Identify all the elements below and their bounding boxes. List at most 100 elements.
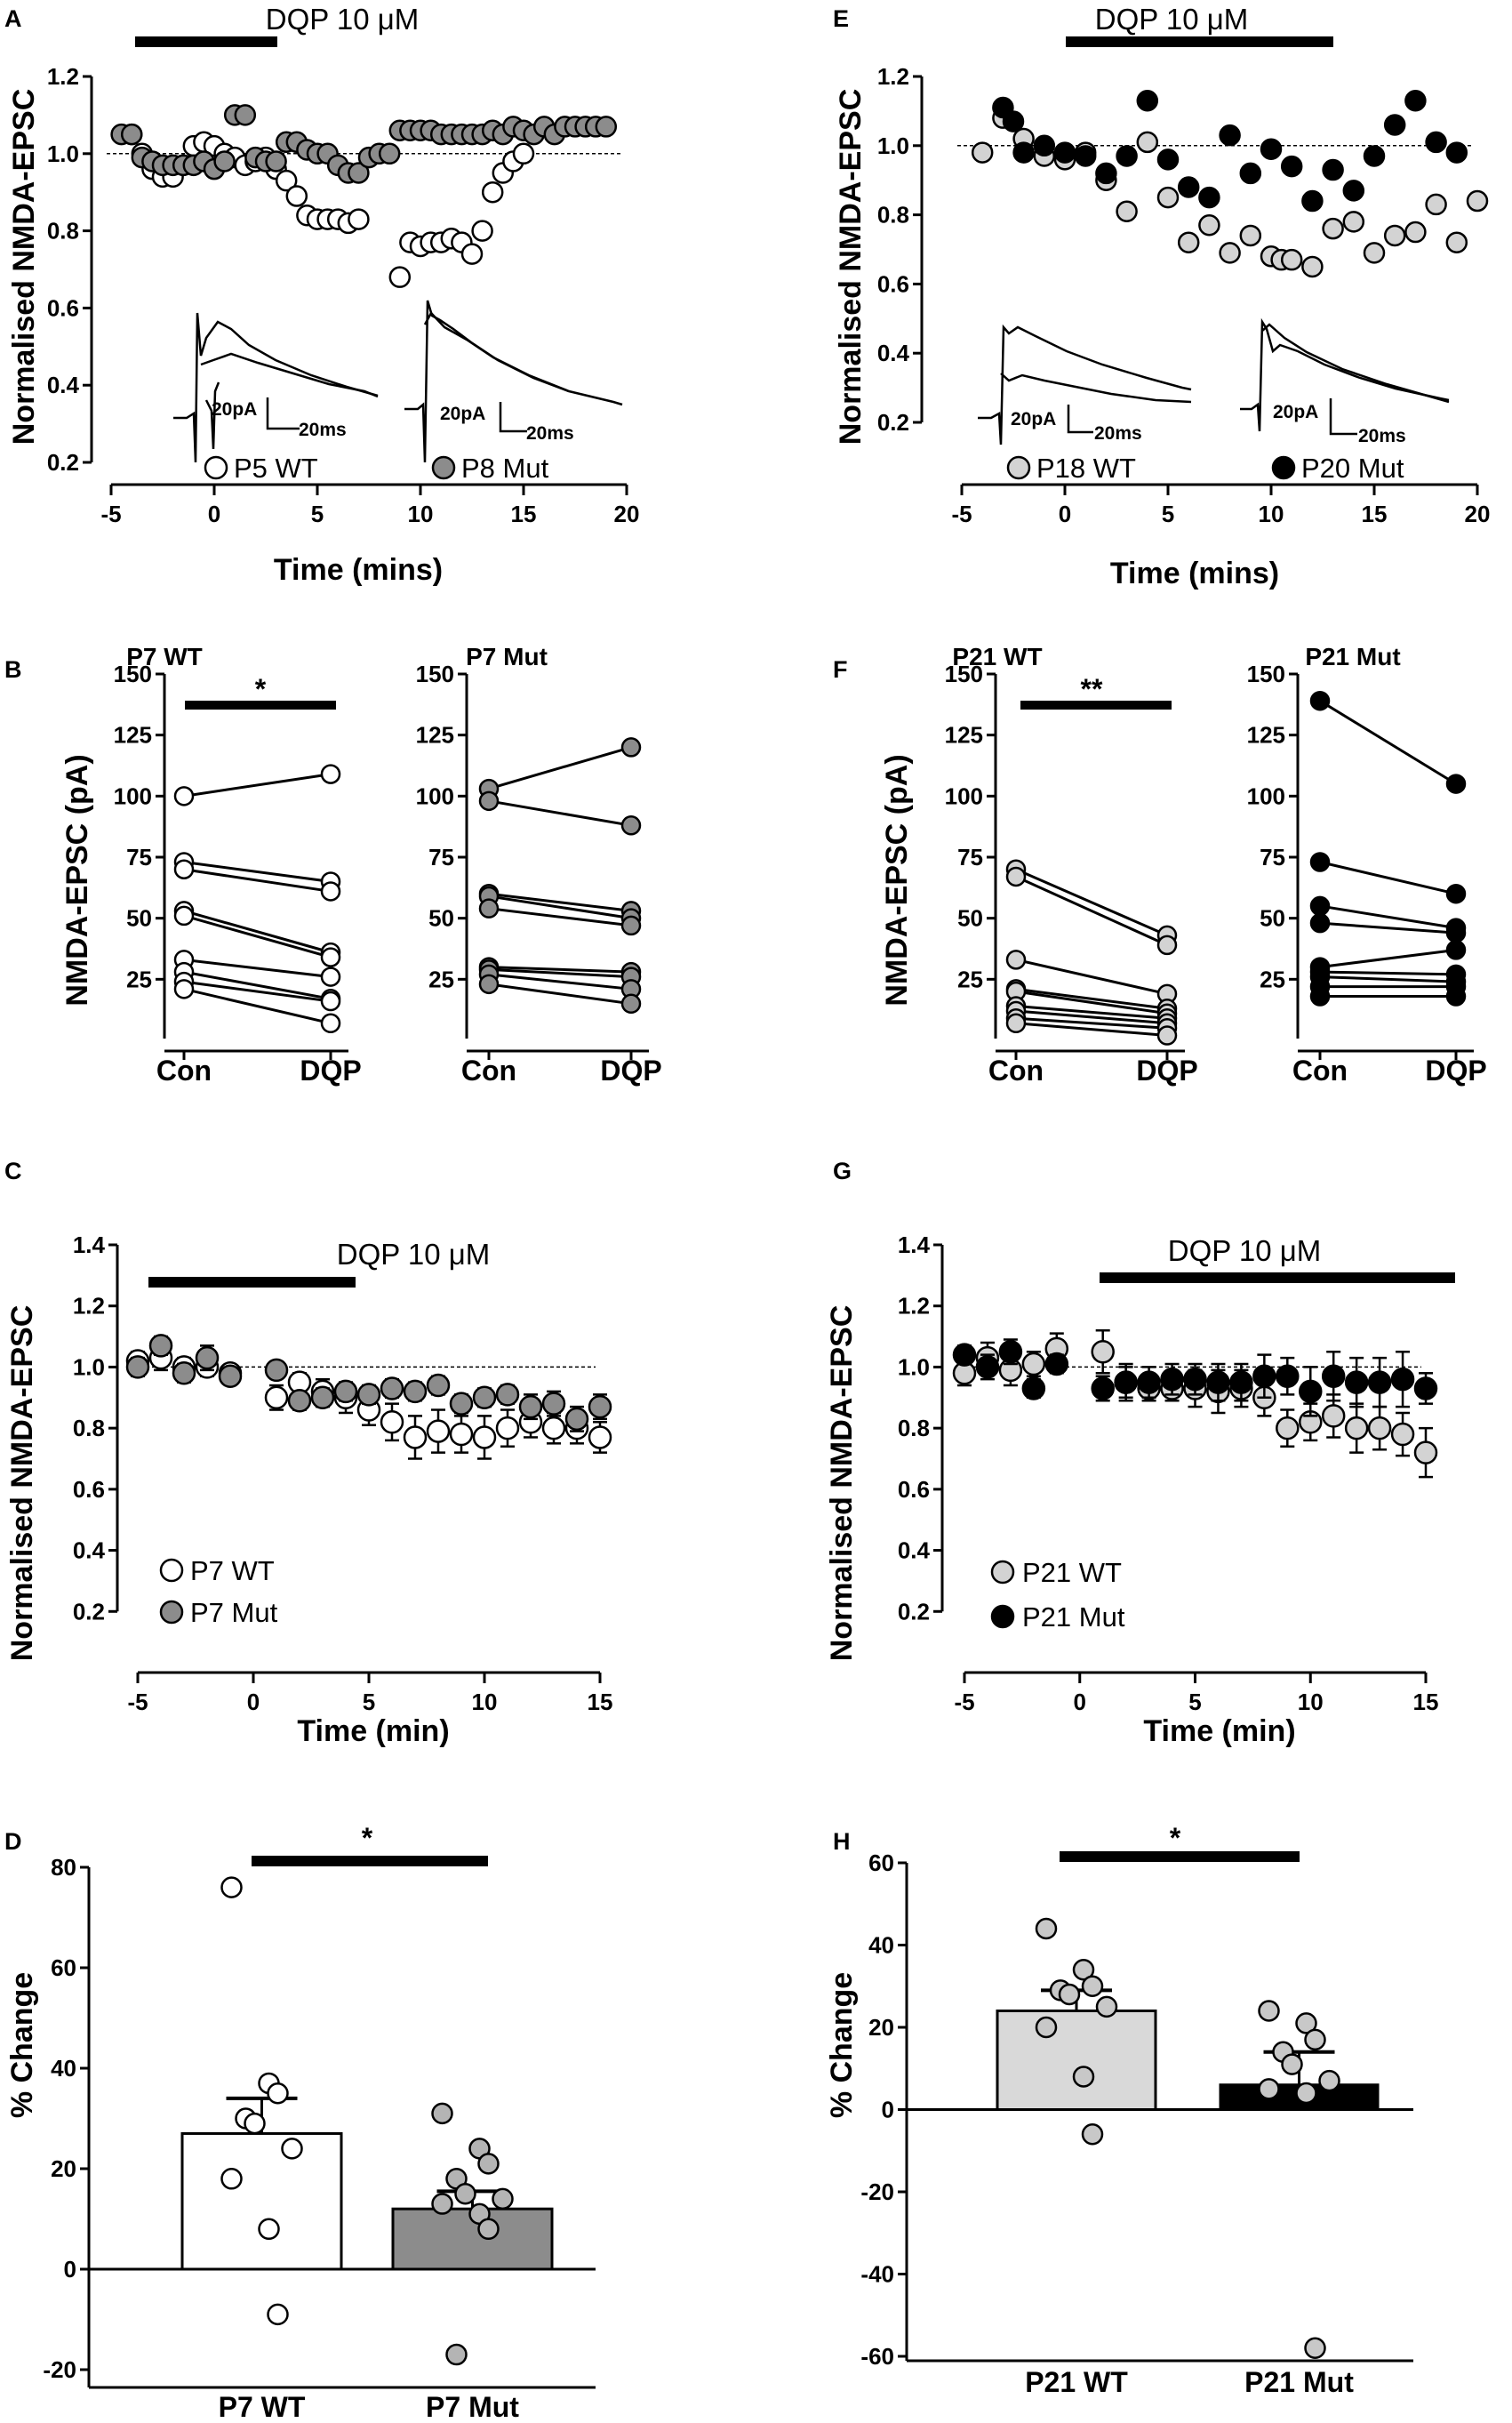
- f1-ytick-label: 150: [945, 661, 983, 687]
- f1-ytick-label: 25: [957, 966, 983, 992]
- e-point-wt: [1404, 221, 1427, 244]
- b1-pair-line: [183, 987, 332, 1025]
- c-point-mut: [264, 1358, 289, 1383]
- panel-label-c: C: [4, 1158, 22, 1184]
- a-point-wt: [275, 169, 298, 192]
- e-trace-wt: [978, 324, 1192, 445]
- g-point-mut: [952, 1343, 977, 1367]
- h-point: [1295, 2082, 1317, 2105]
- a-xlabel: Time (mins): [274, 553, 443, 587]
- d-point: [477, 2153, 500, 2175]
- e-legend-label-wt: P18 WT: [1036, 453, 1136, 484]
- b2-pair-line: [488, 907, 632, 927]
- f2-ytick-label: 50: [1260, 905, 1285, 932]
- a-drug-label: DQP 10 μM: [266, 3, 419, 36]
- h-sig: *: [1170, 1822, 1181, 1854]
- g-ytick-label: 0.8: [898, 1415, 930, 1441]
- e-point-mut: [1363, 145, 1386, 167]
- c-point-mut: [218, 1364, 243, 1388]
- b2-pair-line: [488, 973, 632, 991]
- f1-pair-line: [1015, 1005, 1168, 1020]
- c-point-mut: [472, 1385, 497, 1410]
- d-point: [454, 2183, 476, 2205]
- a-point-wt: [285, 185, 308, 207]
- d-point: [258, 2218, 280, 2241]
- g-xtick-label: 10: [1298, 1689, 1324, 1715]
- c-xtick-label: 0: [247, 1689, 260, 1715]
- panel-label-b: B: [4, 656, 22, 683]
- h-ylabel: % Change: [825, 1972, 859, 2118]
- c-ytick-label: 0.6: [73, 1476, 105, 1503]
- g-ytick-label: 1.2: [898, 1293, 930, 1320]
- b2-ytick-label: 150: [416, 661, 454, 687]
- c-point-wt: [541, 1416, 566, 1440]
- h-ytick-label: -20: [860, 2178, 894, 2205]
- b-ylabel: NMDA-EPSC (pA): [60, 754, 94, 1006]
- b1-pair-line: [183, 958, 332, 979]
- c-ytick-label: 1.4: [73, 1232, 106, 1258]
- f1-ytick-label: 50: [957, 905, 983, 932]
- d-point: [244, 2112, 266, 2135]
- g-legend-marker-wt: [990, 1560, 1015, 1585]
- b-title-wt: P7 WT: [126, 643, 203, 670]
- g-point-wt: [1390, 1422, 1415, 1447]
- b2-point-dqp: [620, 915, 642, 936]
- h-point: [1258, 2000, 1280, 2022]
- b2-pair-line: [488, 892, 632, 912]
- b1-point-dqp: [320, 1013, 341, 1034]
- panel-label-g: G: [833, 1158, 852, 1184]
- c-ytick-label: 1.2: [73, 1293, 105, 1320]
- b1-point-con: [173, 905, 195, 927]
- e-point-wt: [1156, 186, 1180, 209]
- f-title-wt: P21 WT: [952, 643, 1042, 670]
- c-point-mut: [356, 1383, 381, 1407]
- b1-pair-line: [183, 980, 332, 1003]
- a-legend-label-mut: P8 Mut: [461, 453, 549, 484]
- g-point-mut: [1091, 1376, 1115, 1400]
- b1-ytick-label: 125: [114, 722, 152, 749]
- b1-pair-line: [183, 909, 332, 954]
- e-point-wt: [1116, 200, 1138, 222]
- a-point-mut: [348, 162, 370, 184]
- b1-ytick-label: 50: [126, 905, 152, 932]
- g-point-mut: [1344, 1370, 1369, 1394]
- a-point-mut: [234, 104, 257, 126]
- g-point-mut: [1413, 1376, 1438, 1400]
- e-ytick-label: 0.4: [877, 340, 910, 366]
- h-point: [1081, 1975, 1104, 1997]
- h-sig-bar: [1060, 1851, 1300, 1862]
- a-point-mut: [213, 150, 236, 172]
- e-legend: P18 WT P20 Mut: [1006, 453, 1404, 484]
- e-ytick-label: 1.2: [877, 63, 909, 90]
- f2-pair-line: [1319, 861, 1457, 895]
- f1-point-dqp: [1156, 1025, 1178, 1046]
- b1-pair-line: [183, 868, 332, 893]
- a-xtick-label: -5: [100, 501, 121, 527]
- f-sig: **: [1081, 673, 1103, 705]
- d-ylabel: % Change: [5, 1972, 39, 2118]
- e-point-mut: [1074, 145, 1097, 167]
- d-point: [431, 2102, 453, 2125]
- d-point: [445, 2343, 468, 2366]
- d-ytick-label: 40: [51, 2055, 76, 2082]
- e-point-wt: [1239, 224, 1262, 247]
- e-xtick-label: -5: [951, 501, 972, 527]
- b2-ytick-label: 100: [416, 782, 454, 809]
- e-point-wt: [1219, 242, 1241, 264]
- a-point-mut: [120, 123, 143, 146]
- f2-point-dqp: [1445, 883, 1467, 904]
- b2-ytick-label: 75: [428, 844, 454, 871]
- c-point-mut: [426, 1373, 451, 1398]
- b2-pair-line: [488, 966, 632, 974]
- b-title-mut: P7 Mut: [466, 643, 548, 670]
- g-drug-bar: [1100, 1272, 1455, 1283]
- a-xtick-label: 15: [511, 501, 537, 527]
- a-point-wt: [481, 181, 504, 204]
- a-legend-label-wt: P5 WT: [234, 453, 318, 484]
- g-xtick-label: 5: [1188, 1689, 1201, 1715]
- f2-point-con: [1309, 912, 1331, 934]
- d-cat-wt: P7 WT: [219, 2391, 306, 2423]
- c-point-mut: [148, 1334, 173, 1358]
- e-point-mut: [1002, 110, 1025, 132]
- a-point-wt: [471, 220, 493, 242]
